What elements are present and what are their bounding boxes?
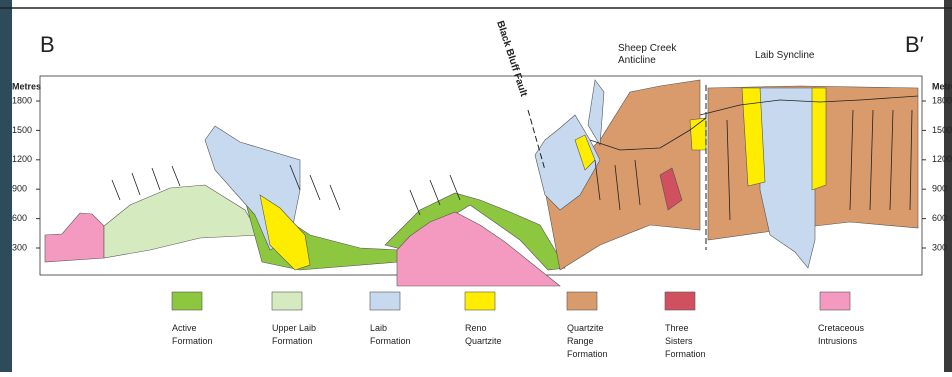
tick-label: 300 [932, 242, 947, 252]
legend-swatch [665, 292, 695, 310]
legend-swatch [370, 292, 400, 310]
tick-label: 1500 [932, 125, 952, 135]
section-start: B [40, 32, 55, 57]
legend-label: Three [665, 323, 689, 333]
legend-label: Laib [370, 323, 387, 333]
legend-label: Formation [172, 336, 213, 346]
tick-label: 900 [12, 184, 27, 194]
tick-label: 600 [932, 213, 947, 223]
section-end: B′ [905, 32, 924, 57]
tick-label: 600 [12, 213, 27, 223]
legend-swatch [272, 292, 302, 310]
legend-label: Quartzite [567, 323, 604, 333]
photo-edge-left [0, 0, 12, 372]
legend-swatch [567, 292, 597, 310]
tick-label: 1200 [932, 154, 952, 164]
legend-label: Quartzite [465, 336, 502, 346]
reno-syncline-east [812, 88, 826, 190]
syncline-label: Laib Syncline [755, 50, 815, 61]
tick-label: 900 [932, 184, 947, 194]
tick-label: 1800 [932, 95, 952, 105]
legend-swatch [820, 292, 850, 310]
legend-label: Range [567, 336, 594, 346]
legend-label: Formation [370, 336, 411, 346]
axis-title: Metres [932, 81, 952, 91]
tick-label: 1800 [12, 95, 32, 105]
anticline-label: Anticline [618, 55, 656, 66]
legend-label: Intrusions [818, 336, 858, 346]
tick-label: 1500 [12, 125, 32, 135]
legend-label: Upper Laib [272, 323, 316, 333]
legend-swatch [172, 292, 202, 310]
legend-label: Formation [567, 349, 608, 359]
axis-title: Metres [12, 81, 41, 91]
legend-label: Formation [665, 349, 706, 359]
legend-swatch [465, 292, 495, 310]
reno-fault [690, 118, 706, 150]
tick-label: 300 [12, 242, 27, 252]
legend-label: Sisters [665, 336, 693, 346]
legend-label: Reno [465, 323, 487, 333]
tick-label: 1200 [12, 154, 32, 164]
legend-label: Cretaceous [818, 323, 865, 333]
cross-section: B B′ Metres Metres 1800 1500 1200 900 600 300… [0, 0, 952, 372]
legend-label: Formation [272, 336, 313, 346]
legend-label: Active [172, 323, 197, 333]
anticline-label: Sheep Creek [618, 43, 677, 54]
